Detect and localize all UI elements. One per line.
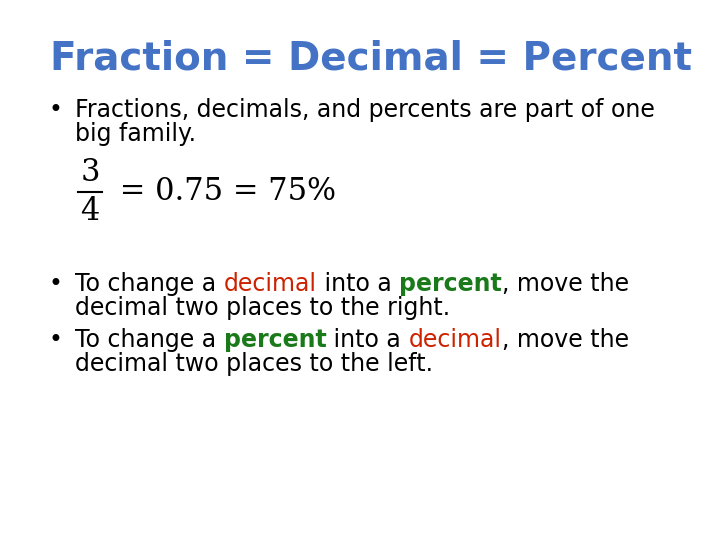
Text: Fractions, decimals, and percents are part of one: Fractions, decimals, and percents are pa… bbox=[75, 98, 655, 122]
Text: percent: percent bbox=[399, 272, 502, 296]
Text: 4: 4 bbox=[81, 196, 99, 227]
Text: = 0.75 = 75%: = 0.75 = 75% bbox=[110, 177, 336, 207]
Text: decimal: decimal bbox=[224, 272, 317, 296]
Text: decimal two places to the right.: decimal two places to the right. bbox=[75, 296, 450, 320]
Text: into a: into a bbox=[317, 272, 399, 296]
Text: decimal: decimal bbox=[409, 328, 502, 352]
Text: •: • bbox=[48, 98, 62, 122]
Text: 3: 3 bbox=[80, 157, 100, 188]
Text: To change a: To change a bbox=[75, 272, 224, 296]
Text: decimal two places to the left.: decimal two places to the left. bbox=[75, 352, 433, 376]
Text: , move the: , move the bbox=[502, 272, 629, 296]
Text: into a: into a bbox=[326, 328, 409, 352]
Text: percent: percent bbox=[224, 328, 326, 352]
Text: •: • bbox=[48, 328, 62, 352]
Text: Fraction = Decimal = Percent: Fraction = Decimal = Percent bbox=[50, 40, 692, 78]
Text: •: • bbox=[48, 272, 62, 296]
Text: To change a: To change a bbox=[75, 328, 224, 352]
Text: , move the: , move the bbox=[502, 328, 629, 352]
Text: big family.: big family. bbox=[75, 122, 196, 146]
